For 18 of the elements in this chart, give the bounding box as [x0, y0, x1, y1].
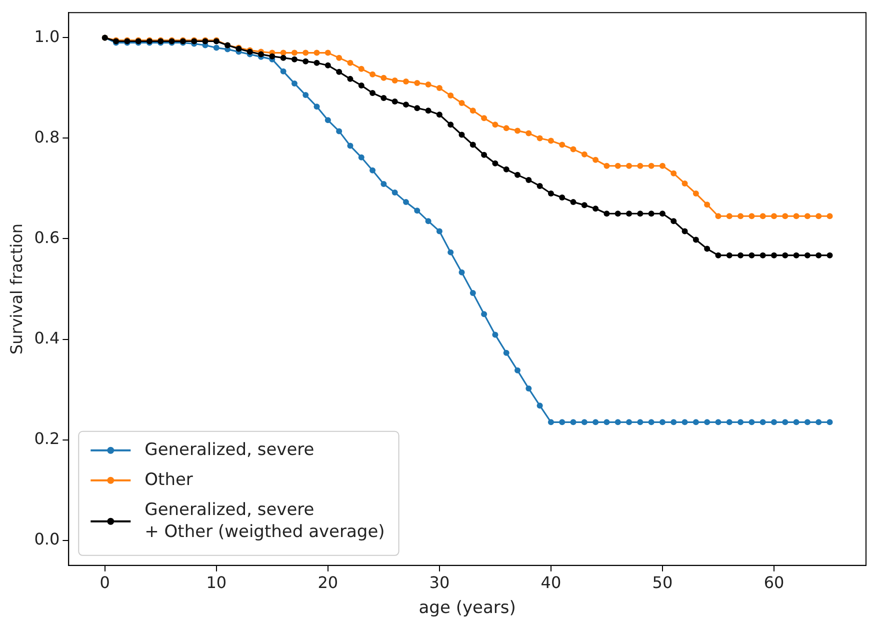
x-tick-label: 50	[652, 573, 673, 592]
legend-label: Other	[144, 470, 193, 490]
y-tick-label: 1.0	[34, 26, 60, 46]
x-tick-label: 0	[100, 573, 110, 592]
x-tick-label: 60	[764, 573, 784, 592]
x-axis-title: age (years)	[418, 598, 516, 618]
x-tick-label: 20	[318, 573, 338, 592]
y-tick-label: 0.6	[34, 228, 60, 247]
y-tick-label: 0.4	[34, 328, 60, 348]
x-tick-label: 40	[540, 573, 562, 592]
y-tick-label: 0.0	[34, 529, 60, 548]
y-tick-label: 0.2	[34, 428, 60, 448]
x-tick-label: 10	[206, 573, 227, 592]
legend-label: Generalized, severe	[144, 440, 314, 460]
legend-label: Generalized, severe + Other (weigthed average)	[144, 500, 385, 542]
x-tick-label: 30	[429, 573, 450, 592]
y-tick-label: 0.8	[34, 127, 60, 146]
y-axis-title: Survival fraction	[6, 223, 26, 355]
